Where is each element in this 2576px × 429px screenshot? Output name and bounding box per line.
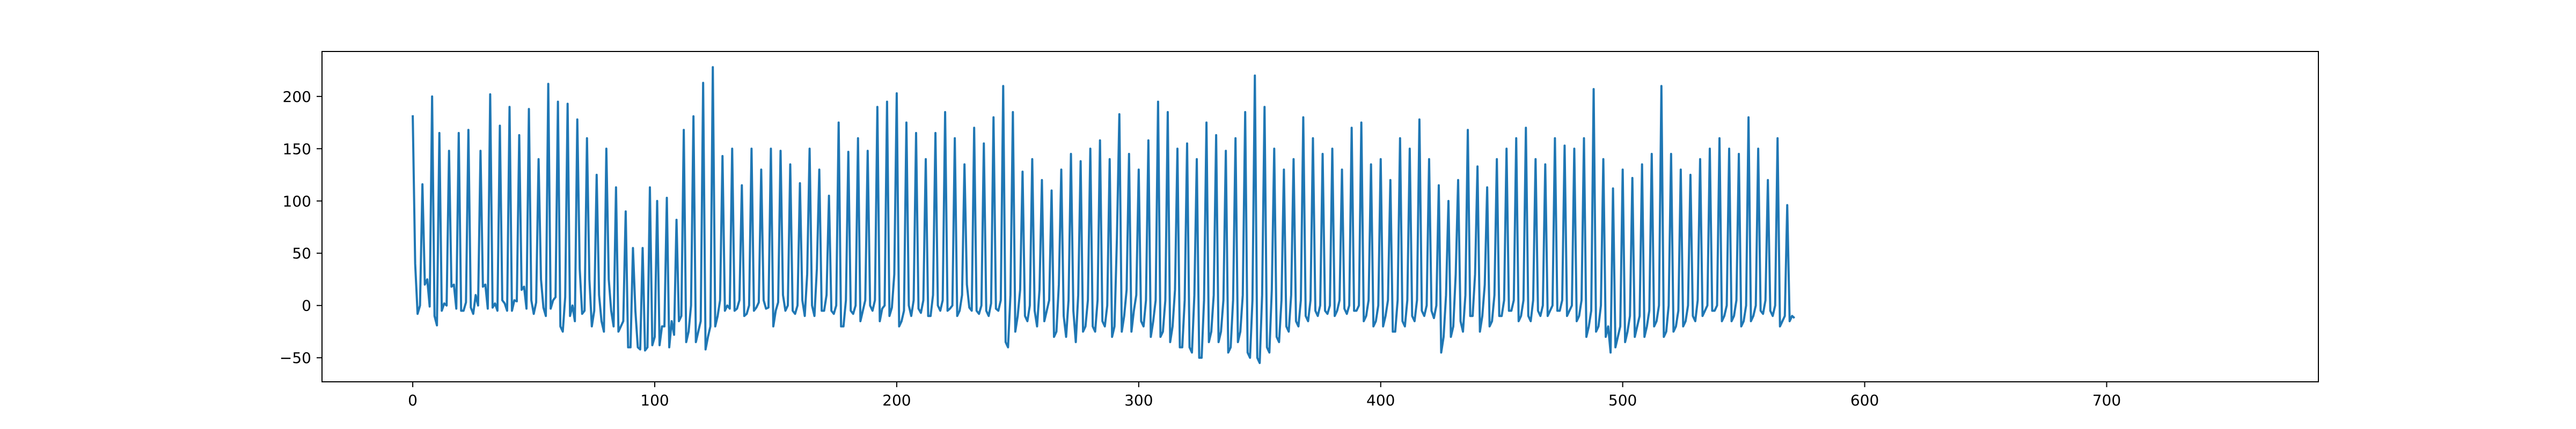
x-tick-label: 0 bbox=[408, 391, 418, 409]
x-tick-label: 300 bbox=[1124, 391, 1153, 409]
x-axis: 0 100 200 300 400 500 600 700 bbox=[408, 382, 2121, 409]
x-tick-label: 600 bbox=[1850, 391, 1879, 409]
plot-frame bbox=[321, 51, 2319, 382]
y-tick-label: 50 bbox=[292, 245, 311, 262]
x-tick-label: 400 bbox=[1366, 391, 1395, 409]
y-axis: −50 0 50 100 150 200 bbox=[280, 88, 322, 367]
y-tick-label: 150 bbox=[283, 140, 311, 158]
series-line-0 bbox=[412, 66, 1796, 364]
y-tick-label: 100 bbox=[283, 193, 311, 210]
x-tick-label: 100 bbox=[640, 391, 669, 409]
plot-area bbox=[412, 66, 1796, 364]
x-tick-label: 200 bbox=[882, 391, 911, 409]
x-tick-label: 700 bbox=[2092, 391, 2121, 409]
x-tick-label: 500 bbox=[1608, 391, 1637, 409]
y-tick-label: −50 bbox=[280, 349, 311, 367]
y-tick-label: 200 bbox=[283, 88, 311, 106]
y-tick-label: 0 bbox=[302, 297, 311, 315]
